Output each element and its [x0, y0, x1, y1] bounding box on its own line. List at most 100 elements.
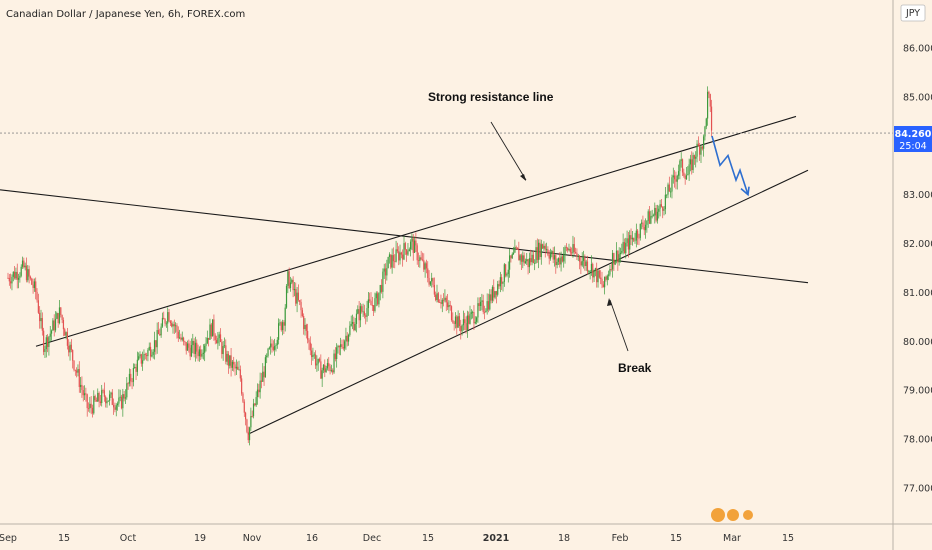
candle-body: [287, 271, 289, 286]
currency-box[interactable]: [900, 4, 926, 22]
candle-body: [437, 293, 439, 302]
candle-body: [446, 302, 449, 308]
candle-body: [596, 268, 598, 283]
candle-body: [436, 293, 438, 301]
candle-body: [697, 143, 699, 146]
price-axis-panel: [893, 0, 932, 550]
candle-body: [695, 156, 697, 159]
candle-body: [391, 255, 393, 268]
projection-path: [711, 135, 749, 195]
event-marker-icon[interactable]: [743, 510, 753, 520]
candle-body: [361, 306, 363, 312]
candle-body: [433, 284, 435, 295]
candle-body: [691, 159, 693, 171]
time-tick-label: 15: [782, 533, 794, 544]
candle-body: [243, 401, 245, 413]
candle-body: [217, 338, 219, 344]
candle-body: [506, 274, 508, 276]
candle-body: [420, 257, 422, 260]
candle-body: [687, 174, 689, 176]
candle-body: [563, 255, 565, 262]
projection-arrowhead: [740, 186, 750, 197]
candle-body: [619, 252, 622, 255]
candle-body: [176, 325, 178, 332]
candle-body: [87, 408, 90, 409]
candle-body: [394, 261, 396, 263]
candle-body: [362, 311, 364, 313]
candle-body: [684, 175, 686, 180]
candle-body: [223, 345, 226, 347]
candle-body: [346, 335, 348, 342]
candle-body: [466, 315, 468, 331]
candle-body: [491, 286, 494, 301]
candle-body: [155, 340, 157, 348]
candle-body: [285, 285, 288, 308]
candle-body: [235, 366, 237, 369]
trendline[interactable]: [247, 169, 809, 435]
candle-body: [28, 269, 30, 277]
candle-body: [662, 206, 664, 211]
candle-body: [165, 323, 167, 325]
candle-body: [122, 394, 124, 409]
candle-body: [366, 308, 368, 317]
candle-body: [464, 319, 466, 324]
candle-body: [177, 331, 179, 339]
candle-body: [139, 354, 141, 357]
candle-body: [219, 334, 222, 343]
candle-body: [419, 257, 421, 261]
candle-body: [322, 364, 325, 371]
candle-body: [148, 346, 150, 351]
candle-body: [709, 94, 711, 107]
candle-body: [278, 323, 280, 340]
candle-body: [704, 126, 706, 137]
candle-body: [115, 405, 117, 410]
candle-body: [204, 345, 206, 353]
candle-body: [189, 347, 191, 357]
candle-body: [474, 321, 476, 324]
candle-body: [647, 211, 649, 221]
candle-body: [666, 194, 668, 196]
candle-body: [510, 255, 512, 259]
candle-body: [255, 397, 257, 406]
candle-body: [611, 252, 614, 270]
price-badge[interactable]: [894, 126, 932, 152]
candle-body: [528, 258, 530, 268]
candle-body: [247, 431, 249, 441]
candle-body: [588, 271, 590, 273]
trendline[interactable]: [35, 115, 797, 347]
candle-body: [12, 271, 14, 277]
candle-body: [119, 396, 121, 398]
candle-body: [74, 369, 76, 371]
candle-body: [609, 269, 611, 275]
candle-body: [40, 318, 42, 322]
candle-body: [432, 278, 434, 285]
candle-body: [707, 91, 709, 119]
candle-body: [109, 394, 111, 401]
candle-body: [597, 270, 599, 283]
candle-body: [164, 319, 166, 324]
candle-body: [503, 264, 505, 282]
time-tick-label: Oct: [120, 533, 137, 544]
candle-body: [608, 274, 610, 276]
candle-body: [65, 332, 67, 336]
candle-body: [623, 242, 626, 254]
candle-body: [413, 240, 416, 253]
candle-body: [318, 358, 321, 362]
candle-body: [173, 324, 175, 327]
event-markers[interactable]: [711, 508, 753, 522]
candle-body: [81, 384, 83, 391]
time-tick-label: Nov: [243, 533, 262, 544]
candle-body: [213, 319, 215, 336]
event-marker-icon[interactable]: [727, 509, 739, 521]
candle-body: [516, 247, 519, 250]
currency-label: JPY: [905, 8, 920, 19]
candle-body: [142, 360, 144, 364]
candle-body: [415, 240, 417, 246]
candle-body: [86, 394, 88, 409]
event-marker-icon[interactable]: [711, 508, 725, 522]
resistance-annotation: Strong resistance line: [428, 90, 554, 104]
candle-body: [545, 249, 548, 250]
candle-body: [24, 265, 26, 268]
